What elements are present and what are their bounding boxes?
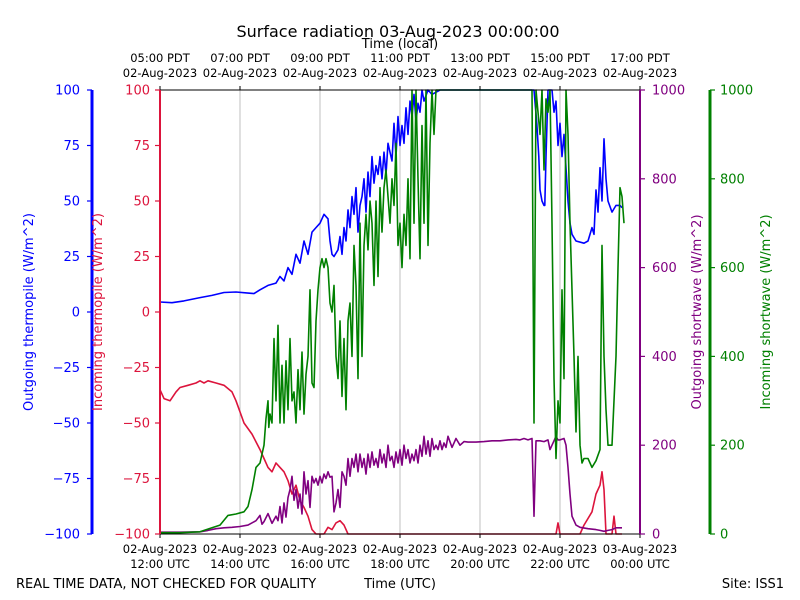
incoming-shortwave-tick-label-2: 400: [720, 350, 745, 365]
outgoing-shortwave-axis-label: Outgoing shortwave (W/m^2): [690, 214, 705, 409]
top-tick-time-3: 11:00 PDT: [370, 51, 431, 65]
incoming-thermopile-tick-label-7: 75: [133, 139, 150, 154]
incoming-thermopile-axis-label: Incoming thermopile (W/m^2): [91, 213, 106, 411]
incoming-shortwave-tick-label-3: 600: [720, 261, 745, 276]
outgoing-thermopile-tick-label-4: 0: [72, 306, 80, 321]
x-axis-label: Time (UTC): [363, 577, 436, 592]
outgoing-shortwave-tick-label-4: 800: [652, 172, 677, 187]
bottom-tick-time-0: 12:00 UTC: [130, 557, 190, 571]
top-axis-label: Time (local): [361, 37, 438, 52]
outgoing-shortwave-tick-label-2: 400: [652, 350, 677, 365]
top-tick-time-4: 13:00 PDT: [450, 51, 511, 65]
incoming-thermopile-tick-label-1: −75: [123, 472, 150, 487]
incoming-shortwave-tick-label-0: 0: [720, 528, 728, 543]
vertical-grid: [239, 90, 561, 534]
incoming-shortwave-axis: 0 200 400 600 800 1000: [708, 84, 753, 543]
outgoing-thermopile-axis: −100 −75 −50 −25 0 25 50 75 100: [44, 84, 94, 543]
outgoing-thermopile-tick-label-5: 25: [63, 250, 80, 265]
incoming-shortwave-axis-label: Incoming shortwave (W/m^2): [759, 214, 774, 409]
bottom-tick-time-3: 18:00 UTC: [370, 557, 430, 571]
quality-disclaimer: REAL TIME DATA, NOT CHECKED FOR QUALITY: [16, 577, 316, 592]
outgoing-thermopile-tick-label-3: −25: [53, 361, 80, 376]
bottom-tick-time-2: 16:00 UTC: [290, 557, 350, 571]
bottom-tick-time-4: 20:00 UTC: [450, 557, 510, 571]
incoming-thermopile-tick-label-5: 25: [133, 250, 150, 265]
incoming-thermopile-tick-label-4: 0: [142, 306, 150, 321]
top-tick-date-6: 02-Aug-2023: [603, 66, 677, 80]
top-tick-date-4: 02-Aug-2023: [443, 66, 517, 80]
outgoing-thermopile-axis-label: Outgoing thermopile (W/m^2): [22, 213, 37, 411]
bottom-tick-date-3: 02-Aug-2023: [363, 542, 437, 556]
incoming-shortwave-tick-label-4: 800: [720, 172, 745, 187]
bottom-tick-time-5: 22:00 UTC: [530, 557, 590, 571]
incoming-thermopile-tick-label-8: 100: [125, 84, 150, 99]
incoming-thermopile-tick-label-2: −50: [123, 417, 150, 432]
top-tick-time-0: 05:00 PDT: [130, 51, 191, 65]
top-tick-date-0: 02-Aug-2023: [123, 66, 197, 80]
bottom-tick-time-1: 14:00 UTC: [210, 557, 270, 571]
chart-title: Surface radiation 03-Aug-2023 00:00:00: [236, 22, 559, 41]
outgoing-thermopile-tick-label-6: 50: [63, 195, 80, 210]
incoming-shortwave-tick-label-1: 200: [720, 439, 745, 454]
top-tick-time-1: 07:00 PDT: [210, 51, 271, 65]
outgoing-shortwave-line: [160, 435, 622, 533]
site-label: Site: ISS1: [722, 577, 784, 592]
bottom-tick-date-0: 02-Aug-2023: [123, 542, 197, 556]
top-tick-time-6: 17:00 PDT: [610, 51, 671, 65]
incoming-thermopile-tick-label-6: 50: [133, 195, 150, 210]
top-tick-date-2: 02-Aug-2023: [283, 66, 357, 80]
outgoing-shortwave-axis: 0 200 400 600 800 1000: [639, 84, 685, 543]
top-tick-time-2: 09:00 PDT: [290, 51, 351, 65]
outgoing-shortwave-tick-label-1: 200: [652, 439, 677, 454]
outgoing-thermopile-tick-label-7: 75: [63, 139, 80, 154]
outgoing-shortwave-tick-label-5: 1000: [652, 84, 685, 99]
bottom-tick-date-1: 02-Aug-2023: [203, 542, 277, 556]
bottom-tick-time-6: 00:00 UTC: [610, 557, 670, 571]
bottom-tick-date-4: 02-Aug-2023: [443, 542, 517, 556]
top-tick-date-5: 02-Aug-2023: [523, 66, 597, 80]
outgoing-thermopile-tick-label-0: −100: [44, 528, 80, 543]
top-tick-date-3: 02-Aug-2023: [363, 66, 437, 80]
incoming-shortwave-line: [160, 89, 625, 534]
incoming-shortwave-tick-label-5: 1000: [720, 84, 753, 99]
bottom-tick-date-5: 02-Aug-2023: [523, 542, 597, 556]
outgoing-thermopile-tick-label-8: 100: [55, 84, 80, 99]
outgoing-shortwave-tick-label-3: 600: [652, 261, 677, 276]
incoming-thermopile-axis: −100 −75 −50 −25 0 25 50 75 100: [114, 84, 161, 543]
incoming-thermopile-tick-label-0: −100: [114, 528, 150, 543]
outgoing-shortwave-tick-label-0: 0: [652, 528, 660, 543]
incoming-thermopile-line: [159, 380, 622, 535]
series-lines: [159, 89, 625, 535]
bottom-tick-date-6: 03-Aug-2023: [603, 542, 677, 556]
top-tick-time-5: 15:00 PDT: [530, 51, 591, 65]
incoming-thermopile-tick-label-3: −25: [123, 361, 150, 376]
outgoing-thermopile-tick-label-1: −75: [53, 472, 80, 487]
outgoing-thermopile-tick-label-2: −50: [53, 417, 80, 432]
top-tick-date-1: 02-Aug-2023: [203, 66, 277, 80]
bottom-tick-date-2: 02-Aug-2023: [283, 542, 357, 556]
